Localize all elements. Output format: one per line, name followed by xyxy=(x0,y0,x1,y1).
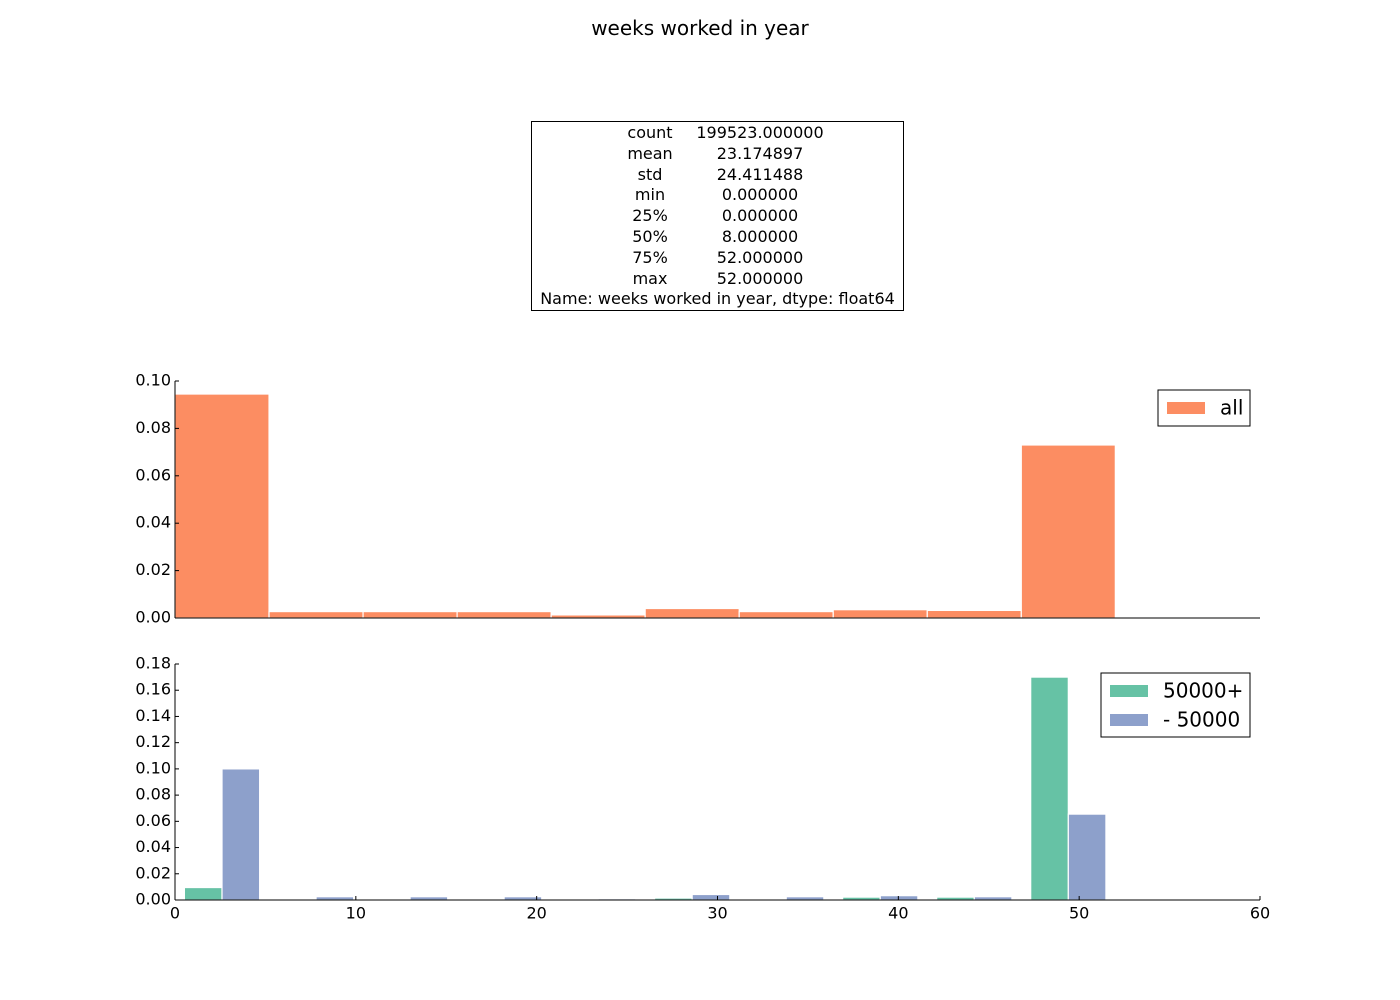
x-tick-label: 30 xyxy=(707,904,727,923)
stat-footer: Name: weeks worked in year, dtype: float… xyxy=(540,289,895,309)
y-tick-label: 0.00 xyxy=(135,890,171,909)
stat-row: std 24.411488 xyxy=(532,165,903,185)
stat-value: 8.000000 xyxy=(721,227,799,246)
y-tick-label: 0.04 xyxy=(135,513,171,532)
histogram-bar xyxy=(644,607,740,619)
stat-row: mean 23.174897 xyxy=(532,144,903,164)
stat-key: mean xyxy=(627,143,673,163)
histogram-bar xyxy=(1030,676,1069,901)
stat-value: 52.000000 xyxy=(716,268,804,288)
histogram-bar xyxy=(1020,444,1116,619)
histogram-bar xyxy=(738,611,834,619)
x-tick-label: 60 xyxy=(1250,904,1270,923)
histogram-bar xyxy=(879,895,919,901)
legend-swatch xyxy=(1167,402,1205,414)
y-tick-label: 0.02 xyxy=(135,863,171,882)
x-tick-label: 20 xyxy=(526,904,546,923)
stat-key: min xyxy=(634,185,666,205)
stat-row: 25% 0.000000 xyxy=(532,206,903,226)
y-tick-label: 0.16 xyxy=(135,680,171,699)
stat-key: 25% xyxy=(632,206,668,226)
histogram-bar xyxy=(221,768,261,901)
stat-key: max xyxy=(632,268,668,288)
legend-swatch xyxy=(1110,714,1148,726)
y-tick-label: 0.02 xyxy=(135,560,171,579)
y-tick-label: 0.08 xyxy=(135,785,171,804)
stat-row: count 199523.000000 xyxy=(532,123,903,143)
y-tick-label: 0.12 xyxy=(135,732,171,751)
legend-label: 50000+ xyxy=(1163,679,1243,703)
page-title: weeks worked in year xyxy=(591,16,809,40)
stat-key: count xyxy=(627,123,673,142)
stats-summary-box: count 199523.000000 mean 23.174897 std 24.411… xyxy=(531,121,904,311)
histogram-bar xyxy=(268,611,364,619)
x-tick-label: 0 xyxy=(170,904,180,923)
histogram-bar xyxy=(832,609,928,619)
stat-row: 50% 8.000000 xyxy=(532,227,903,247)
y-tick-label: 0.10 xyxy=(135,371,171,390)
y-tick-label: 0.18 xyxy=(135,654,171,673)
stat-value: 0.000000 xyxy=(721,185,799,205)
stat-value: 52.000000 xyxy=(716,247,804,267)
stat-value: 23.174897 xyxy=(716,143,804,163)
histogram-bar xyxy=(183,886,223,901)
histogram-bar xyxy=(691,893,731,901)
x-tick-label: 50 xyxy=(1069,904,1089,923)
histogram-bar xyxy=(456,611,552,619)
histogram-bar xyxy=(174,393,270,619)
legend-swatch xyxy=(1110,685,1148,697)
x-tick-label: 10 xyxy=(346,904,366,923)
y-tick-label: 0.06 xyxy=(135,465,171,484)
stat-value: 199523.000000 xyxy=(696,123,824,142)
legend-box xyxy=(1100,672,1251,738)
y-tick-label: 0.08 xyxy=(135,418,171,437)
y-tick-label: 0.00 xyxy=(135,608,171,627)
y-tick-label: 0.06 xyxy=(135,811,171,830)
y-tick-label: 0.10 xyxy=(135,758,171,777)
legend-label: all xyxy=(1220,396,1243,420)
stat-key: std xyxy=(637,164,663,184)
stat-key: 50% xyxy=(632,227,668,246)
stat-row: 75% 52.000000 xyxy=(532,248,903,268)
x-tick-label: 40 xyxy=(888,904,908,923)
stat-key: 75% xyxy=(632,247,668,267)
legend-label: - 50000 xyxy=(1163,708,1240,732)
histogram-bar xyxy=(362,611,458,619)
y-tick-label: 0.04 xyxy=(135,837,171,856)
histogram-bar xyxy=(926,609,1022,619)
y-tick-label: 0.14 xyxy=(135,706,171,725)
stat-value: 24.411488 xyxy=(716,164,804,184)
histogram-bar xyxy=(1067,813,1107,901)
stat-value: 0.000000 xyxy=(721,206,799,226)
stat-row: min 0.000000 xyxy=(532,185,903,205)
stat-row: max 52.000000 xyxy=(532,269,903,289)
